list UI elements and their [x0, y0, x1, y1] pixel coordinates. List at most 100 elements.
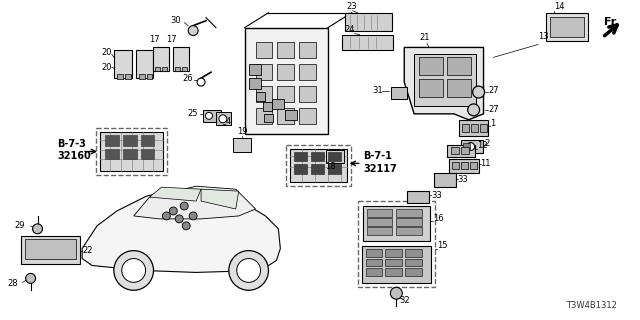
Text: B-7-3: B-7-3 [58, 139, 86, 148]
Text: B-7-1: B-7-1 [364, 151, 392, 162]
Text: 2: 2 [484, 139, 490, 148]
Text: 27: 27 [488, 105, 499, 114]
Bar [203, 110, 221, 122]
Circle shape [219, 115, 227, 123]
Text: 32160: 32160 [58, 151, 91, 162]
Text: 12: 12 [477, 141, 487, 150]
Bar [273, 99, 284, 109]
Text: Fr.: Fr. [604, 17, 620, 27]
Bar [451, 147, 459, 155]
Bar [248, 64, 260, 75]
Bar [365, 259, 383, 267]
Bar [311, 164, 324, 174]
Text: 1: 1 [490, 119, 496, 128]
Text: 18: 18 [325, 162, 335, 171]
Polygon shape [244, 28, 328, 134]
Polygon shape [201, 189, 239, 209]
Text: 31: 31 [372, 85, 383, 94]
Text: 20: 20 [101, 63, 112, 72]
Bar [363, 206, 430, 241]
Bar [328, 164, 341, 174]
Bar [141, 135, 154, 146]
Bar [262, 102, 273, 111]
Circle shape [175, 215, 183, 223]
Bar [286, 145, 351, 186]
Bar [385, 259, 403, 267]
Bar [277, 86, 294, 102]
Bar [396, 209, 422, 217]
Circle shape [188, 26, 198, 36]
Bar [367, 209, 392, 217]
Text: 19: 19 [237, 127, 248, 136]
Circle shape [229, 251, 268, 290]
Bar [173, 47, 189, 71]
Text: 4: 4 [226, 117, 231, 126]
Bar [449, 159, 479, 173]
Text: 22: 22 [82, 246, 93, 255]
Circle shape [197, 78, 205, 86]
Bar [461, 163, 468, 169]
Circle shape [33, 224, 42, 234]
Bar [96, 128, 168, 175]
Circle shape [472, 86, 484, 98]
Text: T3W4B1312: T3W4B1312 [566, 301, 618, 310]
Bar [156, 67, 161, 71]
Bar [419, 57, 443, 75]
Circle shape [170, 207, 177, 215]
Bar [299, 43, 316, 58]
Bar [255, 86, 273, 102]
Bar [299, 86, 316, 102]
Bar [233, 138, 251, 151]
Text: 11: 11 [481, 159, 491, 168]
Bar [365, 268, 383, 276]
Bar [326, 149, 344, 164]
Polygon shape [150, 187, 201, 201]
Bar [147, 74, 152, 79]
Bar [291, 148, 347, 182]
Polygon shape [82, 189, 280, 272]
Text: 15: 15 [437, 241, 447, 250]
Bar [550, 17, 584, 36]
Bar [459, 120, 488, 136]
Circle shape [180, 202, 188, 210]
Bar [405, 268, 422, 276]
Bar [434, 173, 456, 187]
Bar [182, 67, 187, 71]
Text: 33: 33 [458, 175, 468, 184]
Bar [407, 191, 429, 203]
Circle shape [114, 251, 154, 290]
Bar [255, 43, 273, 58]
Circle shape [122, 259, 145, 282]
Bar [114, 51, 132, 78]
Bar [175, 67, 180, 71]
Bar [345, 13, 392, 31]
Bar [105, 148, 119, 159]
Bar [216, 112, 231, 125]
Bar [141, 148, 154, 159]
Bar [405, 259, 422, 267]
Bar [452, 163, 459, 169]
Circle shape [205, 112, 212, 119]
Text: 32117: 32117 [364, 164, 397, 174]
Bar [248, 78, 260, 89]
Bar [255, 108, 273, 124]
Text: 28: 28 [7, 279, 18, 288]
Bar [20, 236, 80, 263]
Bar [470, 124, 477, 132]
Bar [447, 79, 470, 97]
Bar [255, 92, 266, 101]
Bar [461, 124, 468, 132]
Bar [447, 57, 470, 75]
Bar [125, 74, 131, 79]
Bar [385, 268, 403, 276]
Text: 23: 23 [347, 2, 357, 11]
Bar [294, 164, 307, 174]
Bar [414, 54, 476, 106]
Bar [385, 249, 403, 257]
Bar [546, 13, 588, 41]
Bar [342, 35, 394, 51]
Text: 13: 13 [538, 31, 548, 41]
Bar [447, 145, 475, 157]
Bar [405, 249, 422, 257]
Bar [277, 43, 294, 58]
